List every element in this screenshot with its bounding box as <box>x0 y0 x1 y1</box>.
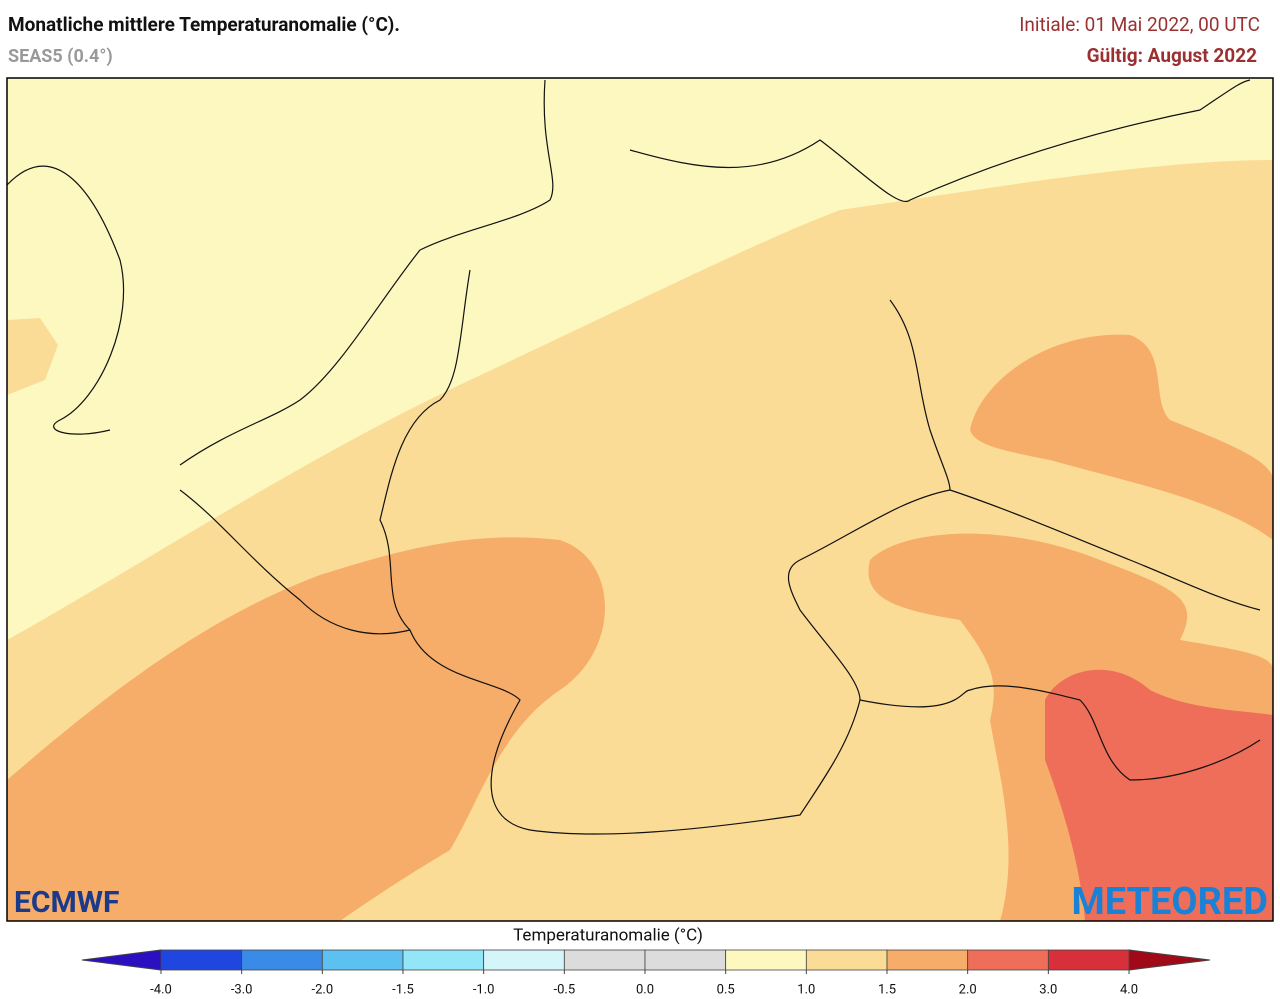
meteored-logo: METEORED <box>1071 880 1268 924</box>
colorbar-segment <box>805 949 888 971</box>
colorbar-segment <box>967 949 1049 971</box>
colorbar-segment <box>644 949 727 971</box>
colorbar-tick-label: -3.0 <box>231 982 253 997</box>
model-label: SEAS5 (0.4°) <box>8 46 113 67</box>
colorbar-tick-label: 0.5 <box>717 982 735 997</box>
map-title: Monatliche mittlere Temperaturanomalie (… <box>8 13 400 36</box>
colorbar-under <box>81 949 162 971</box>
map-frame <box>6 77 1274 922</box>
colorbar-tick-label: -1.5 <box>392 982 414 997</box>
colorbar-tick-label: -2.0 <box>312 982 334 997</box>
border <box>949 489 1261 611</box>
colorbar-tick-label: -4.0 <box>150 982 172 997</box>
colorbar-over <box>1128 949 1211 971</box>
coastline <box>179 79 554 466</box>
colorbar-tick-label: 1.5 <box>878 982 896 997</box>
borders <box>6 79 1261 835</box>
map <box>6 78 1273 921</box>
colorbar-segment <box>1047 949 1130 971</box>
border <box>379 269 1261 835</box>
border <box>179 489 411 635</box>
colorbar: -4.0 -3.0 -2.0 -1.5 -1.0 -0.5 0.0 0.5 1.0 1.5 2.0 3… <box>81 949 1211 997</box>
colorbar-label: Temperaturanomalie (°C) <box>513 925 703 945</box>
colorbar-segment <box>321 949 404 971</box>
colorbar-tick-label: -0.5 <box>554 982 576 997</box>
colorbar-segment <box>241 949 323 971</box>
colorbar-segment <box>402 949 485 971</box>
colorbar-segment <box>160 949 243 971</box>
valid-date: Gültig: August 2022 <box>1087 44 1257 67</box>
anomaly-zone <box>1045 669 1273 921</box>
colorbar-tick-label: 1.0 <box>797 982 815 997</box>
colorbar-segment <box>483 949 565 971</box>
colorbar-tick-label: -1.0 <box>473 982 495 997</box>
colorbar-tick-label: 3.0 <box>1039 982 1057 997</box>
colorbar-tick-label: 2.0 <box>959 982 977 997</box>
colorbar-tick-label: 0.0 <box>636 982 654 997</box>
init-date: Initiale: 01 Mai 2022, 00 UTC <box>1019 13 1260 36</box>
coastline <box>629 79 1251 203</box>
coastline <box>6 165 125 435</box>
colorbar-tick-label: 4.0 <box>1120 982 1138 997</box>
anomaly-zone <box>7 537 605 921</box>
ecmwf-logo: ECMWF <box>14 885 119 920</box>
colorbar-segment <box>563 949 646 971</box>
anomaly-zone <box>7 318 58 395</box>
border <box>787 299 951 701</box>
colorbar-segment <box>725 949 807 971</box>
colorbar-segment <box>886 949 969 971</box>
anomaly-zone <box>970 334 1273 540</box>
